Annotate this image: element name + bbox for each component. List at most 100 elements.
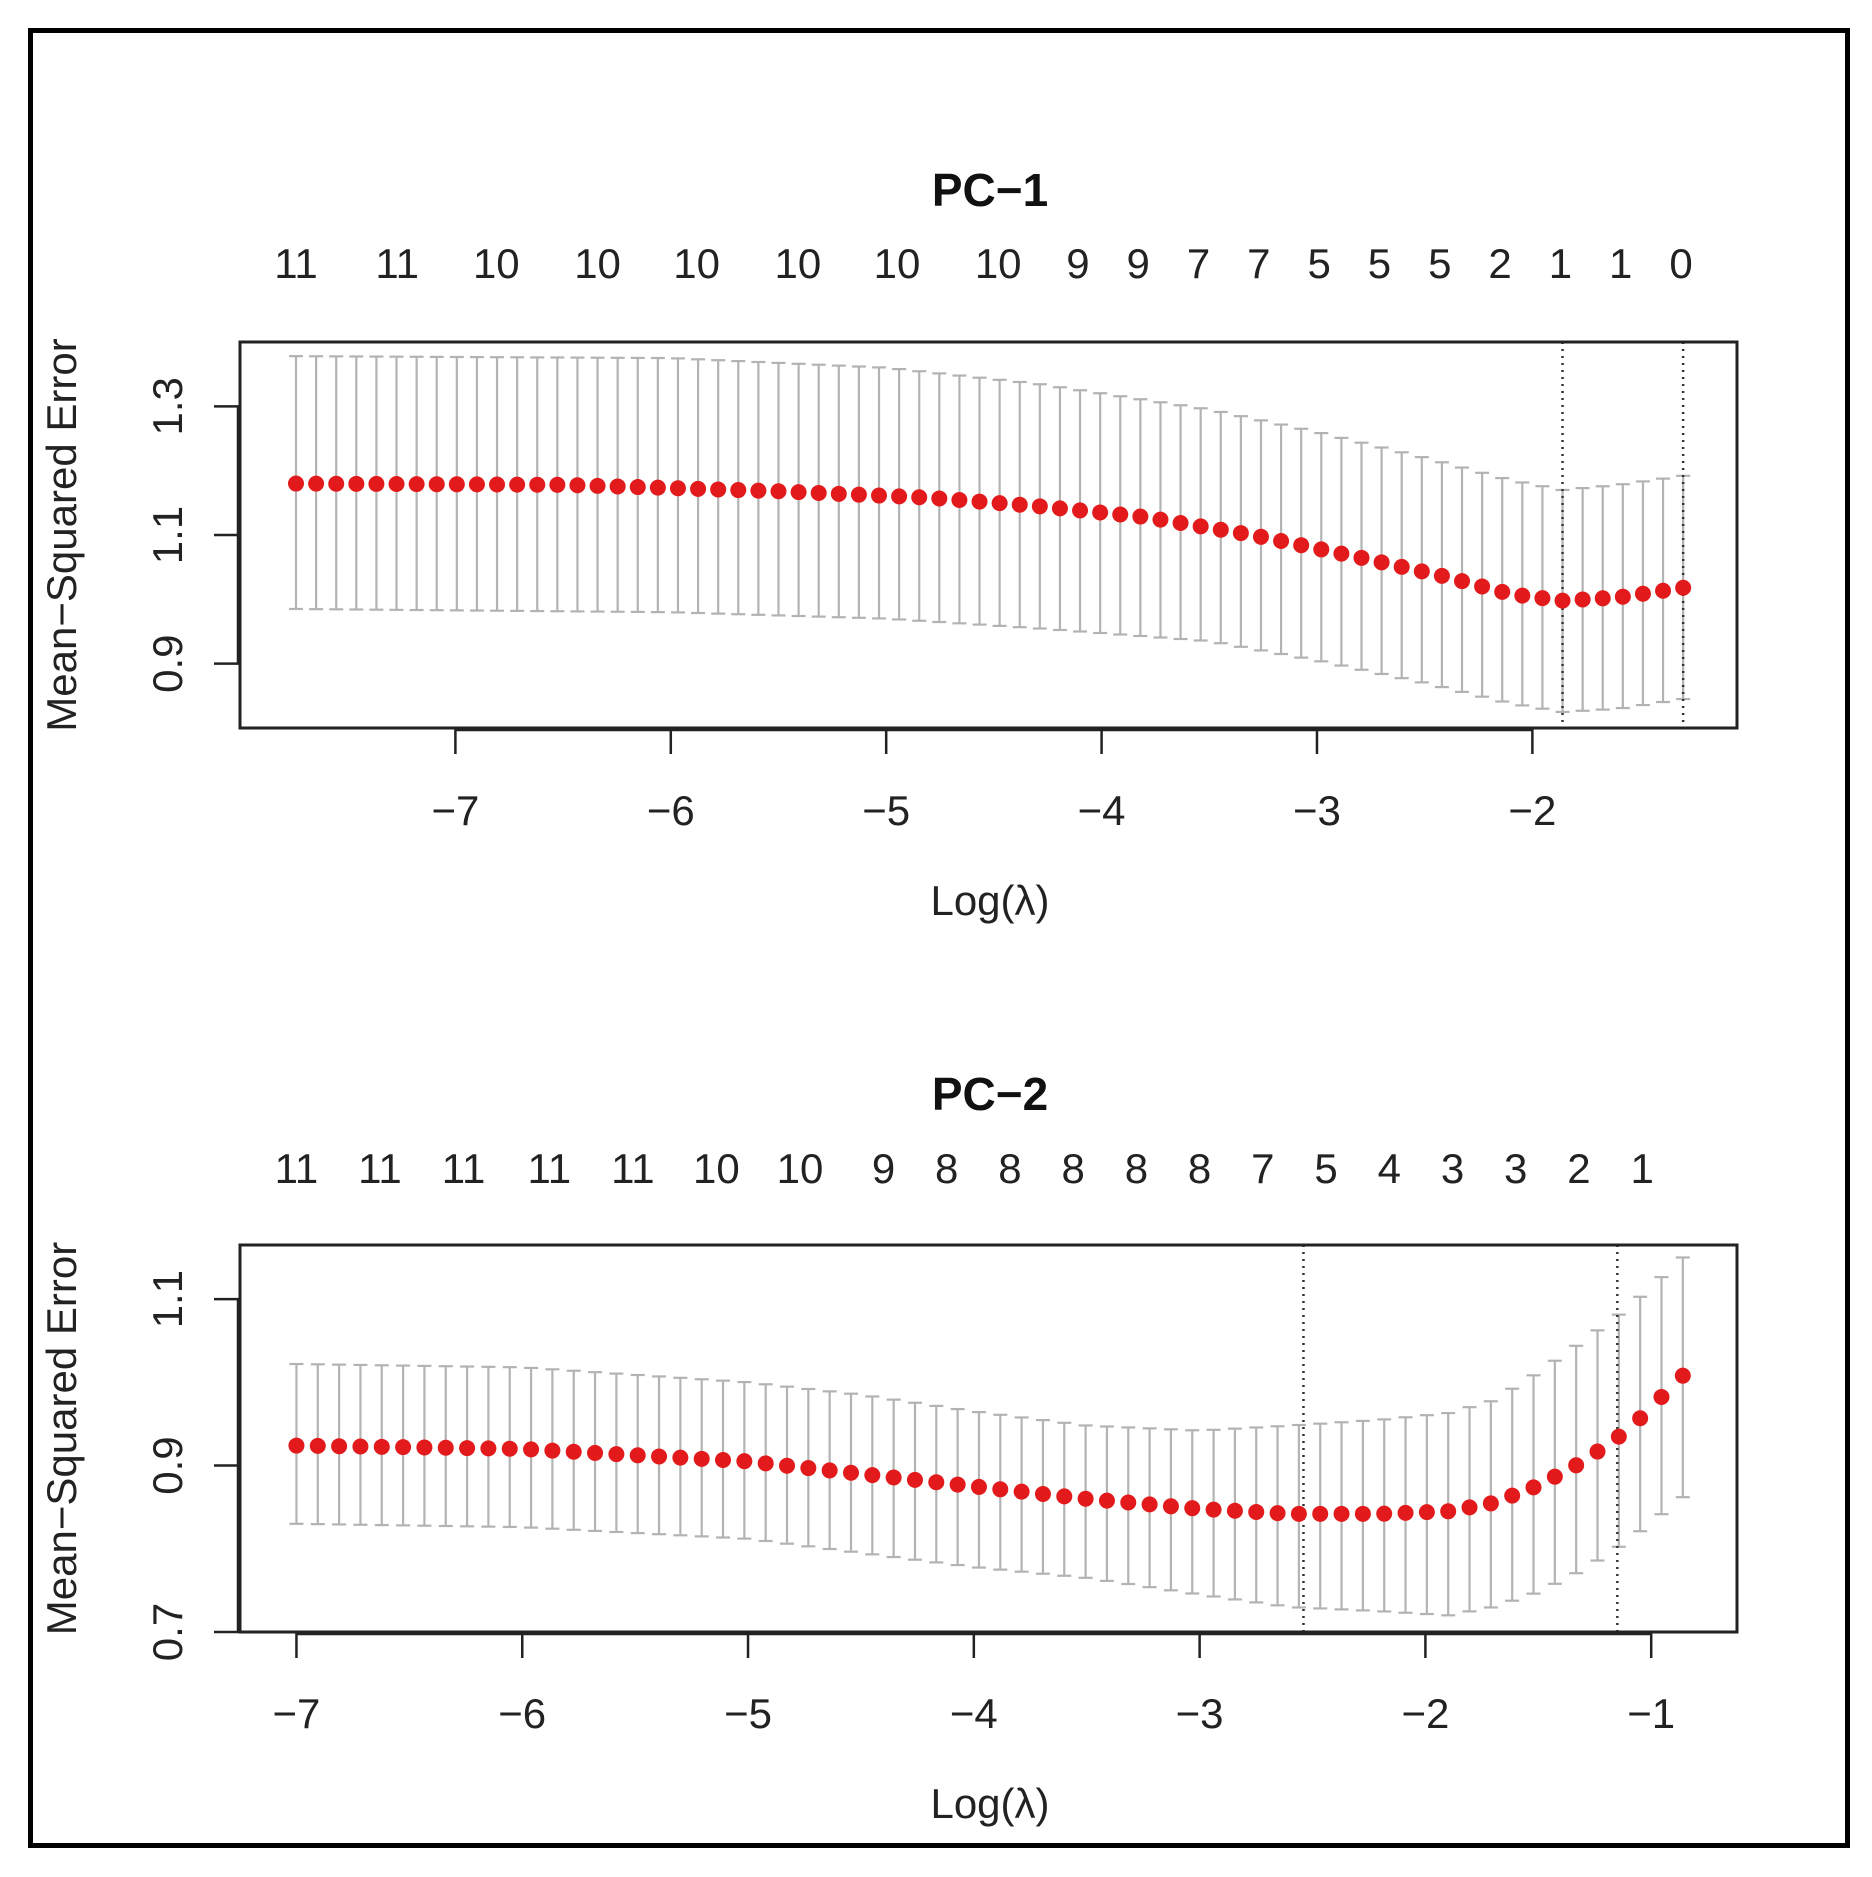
mse-point — [1655, 582, 1672, 599]
mse-point — [1232, 525, 1249, 542]
top-count-label: 10 — [693, 1145, 740, 1192]
mse-point — [523, 1441, 540, 1458]
errorbars — [289, 1256, 1690, 1617]
mse-point — [1226, 1502, 1243, 1519]
mse-point — [489, 476, 506, 493]
mse-point — [1634, 585, 1651, 602]
mse-point — [609, 478, 626, 495]
mse-point — [1313, 541, 1330, 558]
mse-point — [1474, 578, 1491, 595]
top-count-label: 8 — [935, 1145, 958, 1192]
mse-point — [1589, 1443, 1606, 1460]
mse-point — [779, 1457, 796, 1474]
mse-point — [1172, 514, 1189, 531]
chart-title: PC−1 — [932, 164, 1048, 216]
mse-point — [850, 486, 867, 503]
mse-point — [1333, 1505, 1350, 1522]
mse-point — [885, 1469, 902, 1486]
mse-point — [1353, 549, 1370, 566]
mse-point — [1269, 1505, 1286, 1522]
mse-point — [1098, 1492, 1115, 1509]
mse-point — [288, 475, 305, 492]
mse-point — [1610, 1428, 1627, 1445]
top-count-label: 10 — [673, 240, 720, 287]
mse-point — [1653, 1388, 1670, 1405]
top-count-label: 2 — [1567, 1145, 1590, 1192]
mse-point — [448, 476, 465, 493]
top-count-label: 8 — [1061, 1145, 1084, 1192]
mse-point — [1112, 506, 1129, 523]
top-count-label: 10 — [574, 240, 621, 287]
mse-point — [1440, 1503, 1457, 1520]
mse-point — [1674, 1367, 1691, 1384]
mse-point — [368, 475, 385, 492]
mse-point — [629, 1447, 646, 1464]
mse-point — [565, 1443, 582, 1460]
panel-pc-2: PC−211 11 11 11 11 10 10 9 8 8 8 8 8 7 5 4 3 3 2 1−7 −6 −5 −4−… — [38, 1068, 1739, 1827]
mse-point — [587, 1444, 604, 1461]
mse-point — [569, 477, 586, 494]
x-tick-label: −5 — [724, 1690, 772, 1737]
mse-point — [331, 1438, 348, 1455]
mse-point — [991, 495, 1008, 512]
top-count-label: 11 — [442, 1145, 486, 1192]
top-count-label: 5 — [1368, 240, 1391, 287]
mse-point — [710, 481, 727, 498]
mse-point — [757, 1455, 774, 1472]
mse-point — [1312, 1505, 1329, 1522]
mse-point — [1393, 558, 1410, 575]
mse-point — [1504, 1487, 1521, 1504]
mse-point — [1675, 579, 1692, 596]
mse-point — [1568, 1457, 1585, 1474]
mse-point — [1205, 1501, 1222, 1518]
top-count-label: 5 — [1428, 240, 1451, 287]
mse-point — [1273, 533, 1290, 550]
mse-point — [911, 489, 928, 506]
mse-point — [693, 1450, 710, 1467]
top-count-label: 8 — [1188, 1145, 1211, 1192]
errorbars — [289, 355, 1691, 714]
top-count-label: 11 — [274, 240, 318, 287]
mse-point — [509, 476, 526, 493]
mse-point — [1031, 498, 1048, 515]
top-count-label: 11 — [375, 240, 419, 287]
y-tick-label: 1.3 — [144, 377, 191, 435]
mse-point — [1373, 554, 1390, 571]
top-count-label: 7 — [1251, 1145, 1274, 1192]
mse-point — [891, 488, 908, 505]
mse-point — [864, 1467, 881, 1484]
mse-point — [690, 480, 707, 497]
mse-point — [1013, 1483, 1030, 1500]
mse-point — [1290, 1505, 1307, 1522]
mse-points — [288, 475, 1692, 609]
y-tick-label: 1.1 — [144, 1270, 191, 1328]
chart-title: PC−2 — [932, 1068, 1048, 1120]
mse-point — [1072, 502, 1089, 519]
mse-point — [810, 484, 827, 501]
mse-point — [529, 476, 546, 493]
top-count-label: 10 — [975, 240, 1022, 287]
mse-point — [715, 1452, 732, 1469]
y-tick-label: 1.1 — [144, 506, 191, 564]
mse-point — [1494, 583, 1511, 600]
mse-points — [288, 1367, 1691, 1522]
top-count-label: 10 — [473, 240, 520, 287]
top-count-label: 10 — [775, 240, 822, 287]
mse-point — [352, 1438, 369, 1455]
mse-point — [1525, 1479, 1542, 1496]
mse-point — [1293, 537, 1310, 554]
mse-point — [970, 1478, 987, 1495]
mse-point — [1184, 1500, 1201, 1517]
x-tick-label: −2 — [1401, 1690, 1449, 1737]
mse-point — [800, 1460, 817, 1477]
top-count-label: 3 — [1504, 1145, 1527, 1192]
y-tick-label: 0.9 — [144, 634, 191, 692]
mse-point — [1376, 1505, 1393, 1522]
mse-point — [395, 1439, 412, 1456]
top-count-label: 9 — [872, 1145, 895, 1192]
mse-point — [1554, 592, 1571, 609]
mse-point — [309, 1437, 326, 1454]
top-count-label: 4 — [1378, 1145, 1401, 1192]
y-tick-label: 0.9 — [144, 1436, 191, 1494]
top-count-label: 9 — [1127, 240, 1150, 287]
